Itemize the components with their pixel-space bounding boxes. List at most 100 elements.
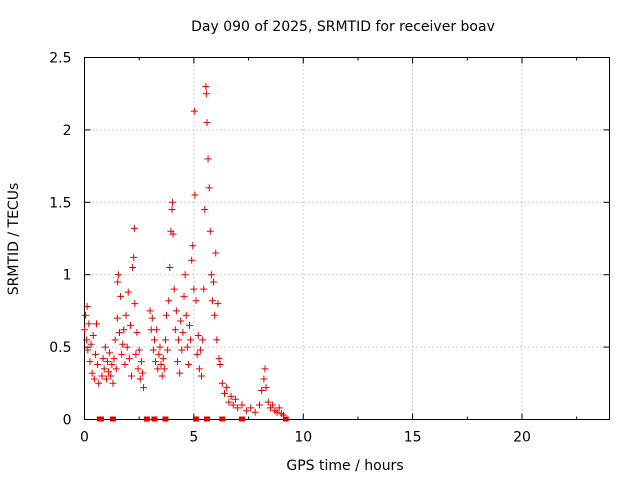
data-point <box>275 404 283 412</box>
data-point <box>124 288 132 296</box>
data-point <box>196 346 204 354</box>
data-point <box>113 314 121 322</box>
data-point <box>137 358 145 366</box>
data-point <box>184 360 192 368</box>
data-point <box>91 350 99 358</box>
data-point <box>190 285 198 293</box>
data-point <box>161 336 169 344</box>
data-point <box>203 119 211 127</box>
data-point <box>171 326 179 334</box>
data-point <box>114 271 122 279</box>
data-point <box>188 256 196 264</box>
data-point <box>187 336 195 344</box>
data-point <box>112 365 120 373</box>
data-point <box>242 407 250 415</box>
data-point <box>200 285 208 293</box>
data-point <box>256 401 263 409</box>
data-point <box>95 379 103 387</box>
data-point <box>190 107 198 115</box>
data-point <box>269 401 277 409</box>
data-point <box>186 321 193 329</box>
data-point <box>155 350 163 358</box>
data-point <box>134 365 142 373</box>
data-point <box>99 355 107 363</box>
data-point <box>108 360 116 368</box>
data-point <box>110 355 118 363</box>
data-point <box>261 365 269 373</box>
data-point <box>206 227 214 235</box>
data-point <box>202 82 210 90</box>
data-point <box>107 372 115 380</box>
data-point <box>101 343 109 351</box>
data-point <box>157 360 165 368</box>
data-point <box>211 311 219 319</box>
data-point <box>83 303 91 311</box>
data-point <box>165 297 173 305</box>
data-point <box>168 206 176 214</box>
data-point <box>273 408 281 416</box>
data-point <box>221 389 228 397</box>
data-point <box>105 368 113 376</box>
data-point <box>82 311 90 319</box>
data-point <box>193 350 201 358</box>
data-point <box>238 401 246 409</box>
data-point <box>216 360 224 368</box>
x-tick-label: 5 <box>189 430 198 446</box>
data-point <box>164 346 172 354</box>
data-point <box>169 230 177 238</box>
data-point <box>135 346 143 354</box>
data-point <box>146 307 154 315</box>
data-point <box>116 329 123 337</box>
data-point <box>191 191 199 199</box>
data-point <box>262 384 270 392</box>
data-point <box>85 320 93 328</box>
zero-value-marker <box>109 416 116 422</box>
data-point <box>181 271 189 279</box>
zero-value-marker <box>282 416 289 422</box>
data-point <box>173 358 181 366</box>
data-point <box>207 271 215 279</box>
data-point <box>138 369 146 377</box>
data-point <box>210 278 218 286</box>
data-point <box>166 263 174 271</box>
data-point <box>212 249 220 257</box>
data-point <box>126 321 134 329</box>
data-point <box>122 311 130 319</box>
data-point <box>227 392 235 400</box>
data-point <box>149 346 157 354</box>
data-point <box>81 326 88 334</box>
plot-frame <box>84 57 610 420</box>
data-point <box>260 375 268 383</box>
data-point <box>154 365 162 373</box>
data-point <box>123 343 131 351</box>
data-point <box>136 375 144 383</box>
data-point <box>129 263 137 271</box>
x-tick-label: 10 <box>294 430 312 446</box>
data-point <box>179 329 187 337</box>
data-point <box>258 387 266 395</box>
data-point <box>163 311 171 319</box>
data-point <box>94 360 102 368</box>
data-point <box>204 155 212 163</box>
data-point <box>121 360 129 368</box>
data-point <box>128 372 136 380</box>
zero-value-marker <box>239 416 245 422</box>
data-point <box>160 365 168 373</box>
data-point <box>120 326 128 334</box>
data-point <box>208 297 216 305</box>
data-point <box>247 404 255 412</box>
x-tick-label: 20 <box>513 430 531 446</box>
zero-value-marker <box>162 416 169 422</box>
data-point <box>90 375 98 383</box>
data-point <box>84 346 92 354</box>
data-point <box>100 365 108 373</box>
data-point <box>180 292 188 300</box>
zero-value-marker <box>143 416 150 422</box>
data-point <box>198 372 206 380</box>
grid-layer <box>84 57 610 420</box>
data-point <box>214 300 222 308</box>
data-point <box>178 346 186 354</box>
zero-value-marker <box>97 416 104 422</box>
data-point <box>170 285 178 293</box>
